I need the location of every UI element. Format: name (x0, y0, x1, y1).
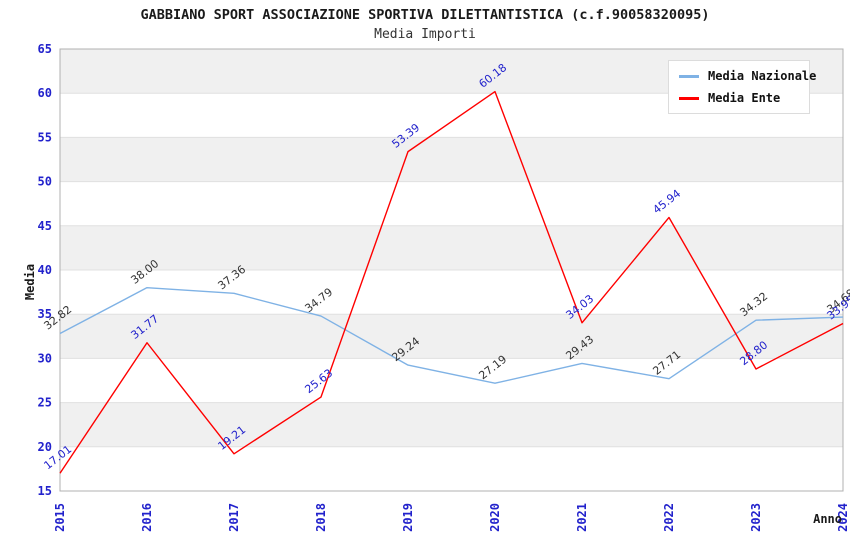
x-tick-label: 2020 (488, 503, 502, 532)
legend-label-media-ente: Media Ente (708, 91, 781, 105)
x-tick-label: 2022 (662, 503, 676, 532)
y-tick-label: 35 (38, 307, 52, 321)
legend: Media Nazionale Media Ente (668, 60, 816, 114)
grid-band (60, 225, 843, 270)
legend-item-media-nazionale: Media Nazionale (679, 69, 816, 83)
legend-item-media-ente: Media Ente (679, 91, 799, 105)
grid-band (60, 314, 843, 359)
y-tick-label: 30 (38, 351, 52, 365)
media-nazionale-line-swatch (679, 74, 699, 78)
y-tick-label: 65 (38, 42, 52, 56)
x-tick-label: 2021 (575, 503, 589, 532)
x-tick-label: 2016 (140, 503, 154, 532)
x-tick-label: 2024 (836, 503, 850, 532)
y-tick-label: 40 (38, 263, 52, 277)
y-axis-title: Media (23, 263, 37, 301)
y-tick-label: 50 (38, 175, 52, 189)
x-tick-label: 2018 (314, 503, 328, 532)
grid-band (60, 402, 843, 447)
grid-band (60, 137, 843, 182)
x-tick-label: 2017 (227, 503, 241, 532)
series-line-media-nazionale (59, 286, 844, 384)
y-tick-label: 25 (38, 396, 52, 410)
x-axis-title: Anno (813, 512, 842, 526)
point-label: 25.63 (302, 366, 335, 396)
x-tick-label: 2023 (749, 503, 763, 532)
y-tick-label: 60 (38, 86, 52, 100)
plot-border (59, 48, 844, 492)
x-tick-label: 2015 (53, 503, 67, 532)
point-label: 34.79 (302, 285, 335, 315)
y-tick-label: 20 (38, 440, 52, 454)
media-ente-line-swatch (679, 96, 699, 100)
series-line-media-ente (59, 90, 844, 474)
legend-label-media-nazionale: Media Nazionale (708, 69, 817, 83)
chart-title: GABBIANO SPORT ASSOCIAZIONE SPORTIVA DIL… (140, 7, 710, 23)
chart-subtitle: Media Importi (374, 27, 476, 42)
y-tick-label: 45 (38, 219, 52, 233)
y-tick-label: 55 (38, 130, 52, 144)
y-tick-label: 15 (38, 484, 52, 498)
x-tick-label: 2019 (401, 503, 415, 532)
point-label: 45.94 (650, 187, 683, 217)
